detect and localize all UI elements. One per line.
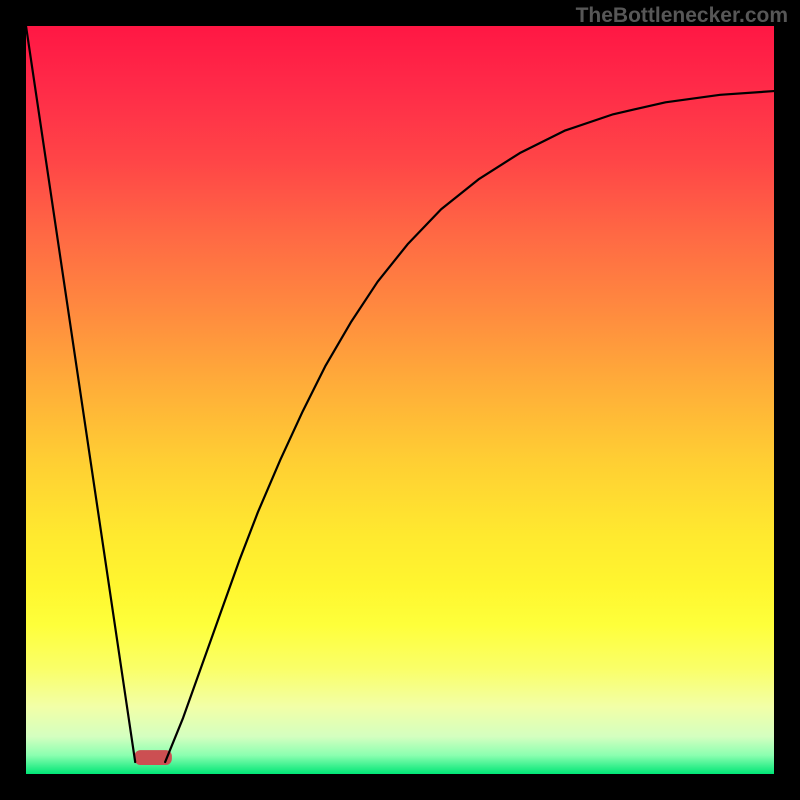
bottleneck-chart: TheBottlenecker.com (0, 0, 800, 800)
plot-background (26, 26, 774, 774)
chart-svg (0, 0, 800, 800)
